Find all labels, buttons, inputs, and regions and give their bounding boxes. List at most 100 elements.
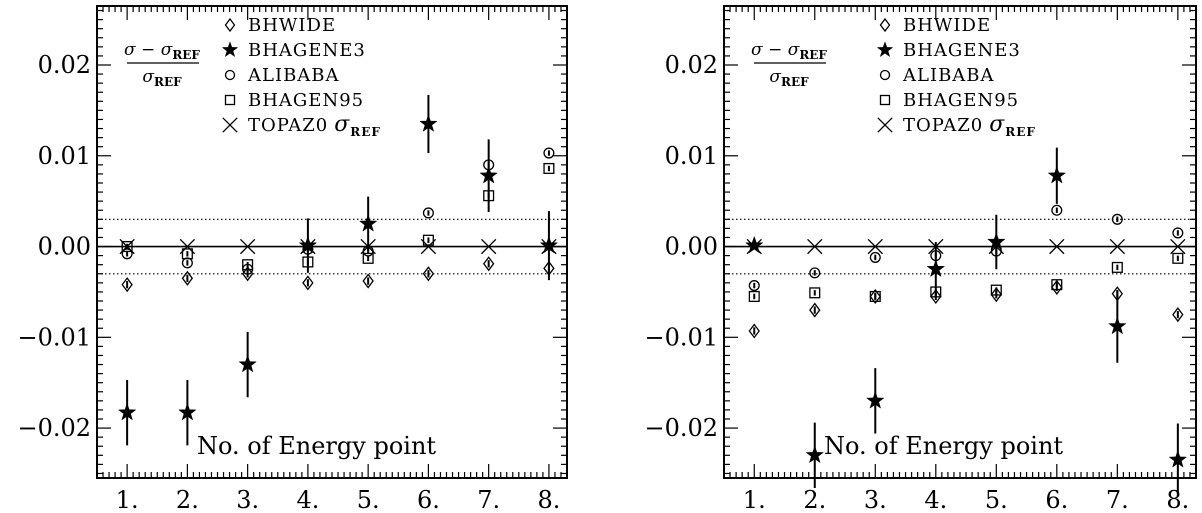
data-point — [242, 259, 254, 271]
data-point — [867, 238, 883, 255]
data-point — [990, 284, 1002, 296]
data-point — [1051, 204, 1063, 216]
data-point — [1108, 316, 1127, 335]
data-point — [481, 238, 497, 255]
legend-label: BHAGEN95 — [248, 90, 364, 111]
x-tick-label: 8. — [1166, 486, 1189, 513]
data-point — [930, 250, 942, 262]
data-point — [422, 234, 434, 246]
series-alibaba — [748, 204, 1184, 292]
data-point — [1170, 238, 1186, 255]
data-point — [302, 275, 314, 291]
y-tick-label: −0.02 — [17, 414, 91, 442]
series-bhagen95 — [748, 252, 1184, 302]
y-tick-label: 0.01 — [38, 142, 91, 170]
legend-item: TOPAZ0 σREF — [877, 112, 1036, 139]
data-point — [1111, 261, 1123, 273]
data-point — [358, 214, 378, 232]
data-point — [1051, 279, 1063, 291]
data-point — [1111, 213, 1123, 225]
x-tick-label: 2. — [803, 486, 826, 513]
data-point — [930, 286, 942, 298]
data-point — [869, 251, 881, 263]
chart-panel-1: −0.02 −0.01 0.00 0.01 0.02 1. 2. 3. 4. 5. 6. 7. 8. σ … — [17, 5, 568, 513]
x-tick-label: 6. — [417, 486, 440, 513]
legend-label: TOPAZ0 σREF — [248, 112, 381, 139]
x-tick-label: 3. — [864, 486, 887, 513]
x-axis-label: No. of Energy point — [824, 432, 1063, 460]
data-point — [482, 256, 495, 272]
x-tick-label: 5. — [985, 486, 1008, 513]
data-point — [748, 290, 760, 302]
data-point — [543, 162, 555, 175]
data-point — [181, 270, 194, 286]
ylabel-denominator: σREF — [142, 67, 182, 89]
legend-label: BHAGENE3 — [903, 40, 1021, 61]
y-tick-label: −0.02 — [644, 414, 718, 442]
legend-item: ALIBABA — [224, 65, 339, 86]
x-tick-label: 6. — [1045, 486, 1068, 513]
data-point — [746, 238, 762, 255]
data-point — [809, 267, 821, 279]
y-tick-label: 0.01 — [665, 142, 718, 170]
data-point — [300, 238, 316, 255]
data-point — [302, 256, 314, 268]
legend-item: BHAGEN95 — [879, 90, 1018, 111]
series-bhwide — [748, 279, 1184, 339]
data-point — [181, 248, 193, 260]
data-point — [748, 323, 760, 339]
data-point — [178, 402, 197, 421]
y-tick-label: 0.02 — [665, 51, 718, 79]
data-point — [539, 235, 559, 254]
data-point — [805, 445, 825, 464]
x-tick-label: 3. — [236, 486, 259, 513]
data-point — [869, 290, 881, 302]
data-point — [988, 238, 1004, 255]
data-point — [419, 114, 438, 132]
ylabel-denominator: σREF — [769, 67, 809, 89]
legend-label: TOPAZ0 σREF — [903, 112, 1036, 139]
data-point — [362, 252, 374, 264]
legend-label: BHWIDE — [903, 15, 991, 36]
legend-label: ALIBABA — [902, 65, 995, 86]
legend-item: BHWIDE — [879, 15, 991, 36]
legend-item: BHWIDE — [224, 15, 335, 36]
data-point — [1172, 227, 1184, 239]
data-point — [865, 391, 885, 409]
legend-item: ALIBABA — [879, 65, 995, 86]
data-point — [926, 259, 946, 278]
data-point — [422, 207, 434, 219]
data-point — [1047, 165, 1067, 184]
data-point — [869, 288, 881, 305]
y-tick-label: 0.02 — [38, 51, 91, 79]
data-point — [930, 288, 942, 305]
data-point — [928, 238, 944, 255]
data-point — [239, 238, 256, 255]
x-tick-label: 7. — [1106, 486, 1129, 513]
x-axis-label: No. of Energy point — [197, 432, 436, 460]
data-point — [1049, 238, 1065, 255]
data-point — [744, 235, 764, 254]
data-point — [241, 266, 254, 282]
x-tick-label: 7. — [477, 486, 500, 513]
data-point — [117, 402, 137, 421]
data-point — [809, 302, 821, 318]
x-tick-label: 1. — [743, 486, 766, 513]
data-point — [119, 238, 135, 255]
data-point — [360, 238, 376, 255]
data-point — [1172, 307, 1184, 323]
series-bhagene3 — [744, 147, 1188, 497]
legend-item: BHAGEN95 — [224, 90, 364, 111]
data-point — [541, 238, 557, 255]
y-tick-label: 0.00 — [38, 233, 91, 261]
data-point — [748, 280, 760, 292]
x-tick-label: 4. — [924, 486, 947, 513]
data-point — [543, 147, 555, 159]
data-point — [179, 238, 196, 255]
data-point — [483, 159, 495, 171]
y-tick-label: −0.01 — [17, 323, 91, 351]
data-point — [1051, 279, 1063, 295]
data-point — [121, 277, 133, 293]
